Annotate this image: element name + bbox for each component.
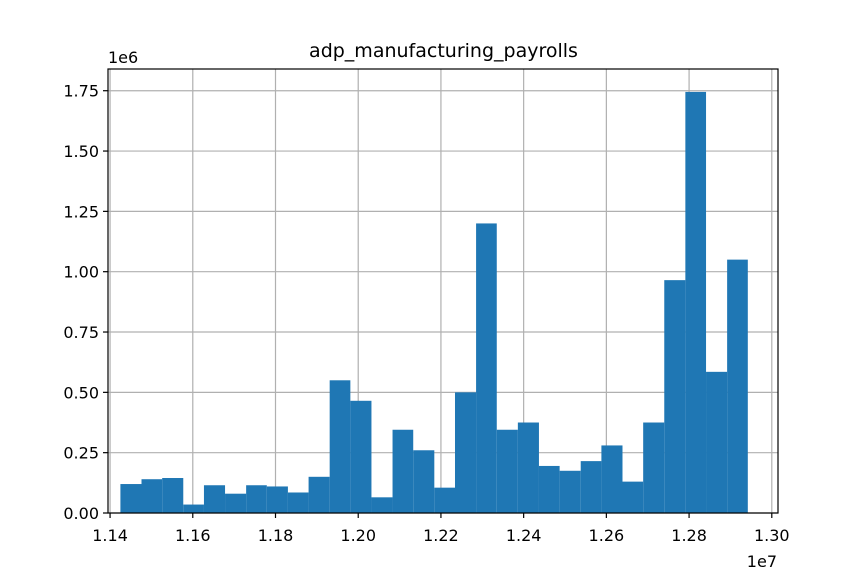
histogram-bar: [413, 450, 435, 513]
histogram-bar: [183, 504, 204, 513]
x-tick-label: 1.16: [175, 526, 211, 545]
y-tick-label: 0.00: [63, 504, 99, 523]
histogram-bar: [454, 392, 477, 513]
histogram-bar: [329, 380, 351, 513]
histogram-bar: [162, 478, 184, 513]
histogram-bar: [706, 371, 728, 513]
x-tick-label: 1.24: [506, 526, 542, 545]
histogram-bar: [434, 487, 455, 513]
histogram-bar: [727, 259, 748, 513]
histogram-bar: [517, 422, 539, 513]
histogram-bar: [141, 479, 163, 513]
axes-frame: [107, 68, 779, 514]
histogram-bar: [538, 465, 560, 513]
bars-layer: [120, 91, 748, 513]
histogram-bar: [664, 280, 686, 513]
y-tick-label: 0.25: [63, 444, 99, 463]
histogram-bar: [287, 492, 309, 513]
ticks-layer: 1.14 1.16 1.18 1.20 1.22 1.24 1.26 1.28 1.30 0.00…: [63, 82, 789, 545]
y-tick-label: 1.00: [63, 263, 99, 282]
histogram-bar: [120, 484, 142, 513]
histogram-bar: [622, 481, 644, 513]
histogram-bar: [350, 400, 372, 513]
histogram-bar: [643, 422, 665, 513]
histogram-bar: [496, 429, 518, 513]
histogram-bar: [476, 223, 497, 513]
x-offset-label: 1e7: [747, 552, 777, 571]
axes-layer: [107, 68, 779, 514]
histogram-bar: [225, 493, 247, 513]
histogram-bar: [371, 497, 393, 513]
x-tick-label: 1.26: [589, 526, 625, 545]
y-tick-label: 1.50: [63, 142, 99, 161]
y-tick-label: 1.25: [63, 202, 99, 221]
x-tick-label: 1.28: [671, 526, 707, 545]
y-offset-label: 1e6: [108, 48, 138, 67]
histogram-bar: [580, 461, 602, 513]
y-tick-label: 0.75: [63, 323, 99, 342]
chart-title: adp_manufacturing_payrolls: [309, 40, 578, 62]
y-tick-label: 0.50: [63, 383, 99, 402]
x-tick-label: 1.30: [754, 526, 790, 545]
histogram-bar: [559, 470, 581, 513]
x-tick-label: 1.18: [258, 526, 294, 545]
histogram-bar: [601, 445, 623, 513]
x-tick-label: 1.14: [92, 526, 128, 545]
histogram-bar: [308, 476, 330, 513]
x-tick-label: 1.22: [423, 526, 459, 545]
x-tick-label: 1.20: [340, 526, 376, 545]
histogram-bar: [392, 429, 414, 513]
histogram-bar: [685, 91, 707, 513]
histogram-bar: [203, 485, 226, 513]
histogram-bar: [266, 486, 288, 513]
y-tick-label: 1.75: [63, 82, 99, 101]
histogram-bar: [246, 485, 267, 513]
